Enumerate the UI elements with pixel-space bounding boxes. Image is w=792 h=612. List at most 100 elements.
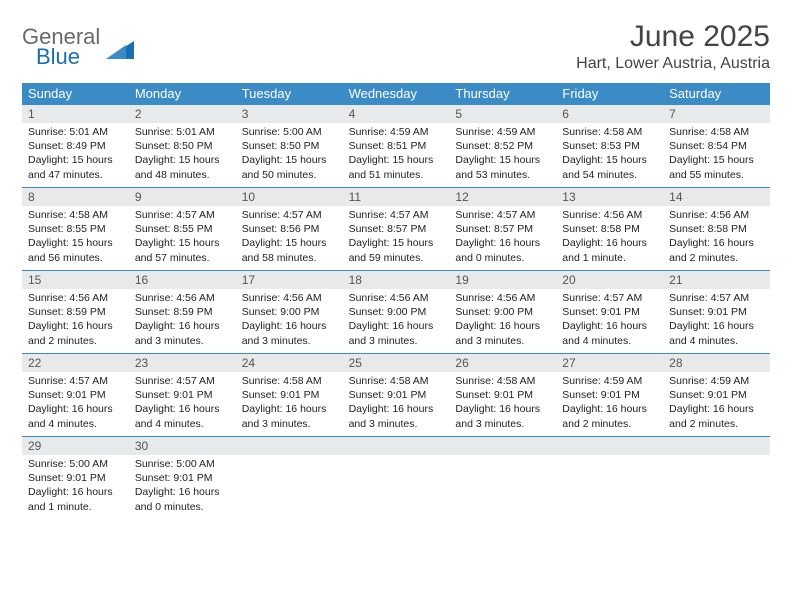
- empty-cell: [236, 437, 343, 519]
- day-body: Sunrise: 4:58 AMSunset: 8:53 PMDaylight:…: [556, 123, 663, 186]
- sunset-line: Sunset: 8:52 PM: [455, 139, 550, 153]
- day-body: Sunrise: 4:56 AMSunset: 8:58 PMDaylight:…: [663, 206, 770, 269]
- day-body: Sunrise: 4:58 AMSunset: 8:55 PMDaylight:…: [22, 206, 129, 269]
- sunrise-line: Sunrise: 4:56 AM: [242, 291, 337, 305]
- daylight-line: Daylight: 15 hours and 50 minutes.: [242, 153, 337, 181]
- sunrise-line: Sunrise: 4:58 AM: [562, 125, 657, 139]
- day-cell: 15Sunrise: 4:56 AMSunset: 8:59 PMDayligh…: [22, 271, 129, 353]
- brand-logo: General Blue: [22, 26, 134, 68]
- day-cell: 25Sunrise: 4:58 AMSunset: 9:01 PMDayligh…: [343, 354, 450, 436]
- sunset-line: Sunset: 9:00 PM: [242, 305, 337, 319]
- weekday-label: Saturday: [663, 83, 770, 105]
- sunset-line: Sunset: 8:55 PM: [135, 222, 230, 236]
- day-number: 27: [556, 354, 663, 372]
- sunset-line: Sunset: 8:50 PM: [242, 139, 337, 153]
- daylight-line: Daylight: 16 hours and 3 minutes.: [455, 319, 550, 347]
- day-cell: 18Sunrise: 4:56 AMSunset: 9:00 PMDayligh…: [343, 271, 450, 353]
- day-cell: 17Sunrise: 4:56 AMSunset: 9:00 PMDayligh…: [236, 271, 343, 353]
- day-number: 5: [449, 105, 556, 123]
- weekday-header-row: SundayMondayTuesdayWednesdayThursdayFrid…: [22, 83, 770, 105]
- day-cell: 7Sunrise: 4:58 AMSunset: 8:54 PMDaylight…: [663, 105, 770, 187]
- day-number: 9: [129, 188, 236, 206]
- weekday-label: Friday: [556, 83, 663, 105]
- sunrise-line: Sunrise: 4:57 AM: [349, 208, 444, 222]
- daylight-line: Daylight: 16 hours and 3 minutes.: [455, 402, 550, 430]
- sunset-line: Sunset: 8:51 PM: [349, 139, 444, 153]
- daylight-line: Daylight: 15 hours and 56 minutes.: [28, 236, 123, 264]
- sunrise-line: Sunrise: 5:01 AM: [28, 125, 123, 139]
- sunset-line: Sunset: 8:57 PM: [455, 222, 550, 236]
- day-body: Sunrise: 5:01 AMSunset: 8:50 PMDaylight:…: [129, 123, 236, 186]
- day-number: 14: [663, 188, 770, 206]
- day-cell: 27Sunrise: 4:59 AMSunset: 9:01 PMDayligh…: [556, 354, 663, 436]
- month-title: June 2025: [576, 20, 770, 53]
- daylight-line: Daylight: 16 hours and 1 minute.: [28, 485, 123, 513]
- day-cell: 16Sunrise: 4:56 AMSunset: 8:59 PMDayligh…: [129, 271, 236, 353]
- day-cell: 24Sunrise: 4:58 AMSunset: 9:01 PMDayligh…: [236, 354, 343, 436]
- sunset-line: Sunset: 9:01 PM: [135, 471, 230, 485]
- day-cell: 5Sunrise: 4:59 AMSunset: 8:52 PMDaylight…: [449, 105, 556, 187]
- day-body: Sunrise: 4:58 AMSunset: 9:01 PMDaylight:…: [343, 372, 450, 435]
- daylight-line: Daylight: 15 hours and 55 minutes.: [669, 153, 764, 181]
- daylight-line: Daylight: 16 hours and 1 minute.: [562, 236, 657, 264]
- daylight-line: Daylight: 16 hours and 4 minutes.: [28, 402, 123, 430]
- sunset-line: Sunset: 8:59 PM: [135, 305, 230, 319]
- sunrise-line: Sunrise: 5:00 AM: [28, 457, 123, 471]
- logo-word-blue: Blue: [36, 46, 100, 68]
- day-cell: 23Sunrise: 4:57 AMSunset: 9:01 PMDayligh…: [129, 354, 236, 436]
- sunrise-line: Sunrise: 4:58 AM: [28, 208, 123, 222]
- day-body: Sunrise: 5:00 AMSunset: 8:50 PMDaylight:…: [236, 123, 343, 186]
- sunset-line: Sunset: 9:01 PM: [28, 471, 123, 485]
- sunrise-line: Sunrise: 4:57 AM: [242, 208, 337, 222]
- daylight-line: Daylight: 15 hours and 59 minutes.: [349, 236, 444, 264]
- day-body: Sunrise: 4:57 AMSunset: 8:56 PMDaylight:…: [236, 206, 343, 269]
- daylight-line: Daylight: 16 hours and 3 minutes.: [135, 319, 230, 347]
- daylight-line: Daylight: 16 hours and 3 minutes.: [242, 319, 337, 347]
- sunset-line: Sunset: 9:00 PM: [349, 305, 444, 319]
- sunrise-line: Sunrise: 4:59 AM: [455, 125, 550, 139]
- day-cell: 1Sunrise: 5:01 AMSunset: 8:49 PMDaylight…: [22, 105, 129, 187]
- day-body: Sunrise: 4:56 AMSunset: 9:00 PMDaylight:…: [449, 289, 556, 352]
- sunset-line: Sunset: 8:53 PM: [562, 139, 657, 153]
- day-body: Sunrise: 4:58 AMSunset: 9:01 PMDaylight:…: [449, 372, 556, 435]
- empty-day-number: [343, 437, 450, 455]
- day-cell: 3Sunrise: 5:00 AMSunset: 8:50 PMDaylight…: [236, 105, 343, 187]
- day-cell: 28Sunrise: 4:59 AMSunset: 9:01 PMDayligh…: [663, 354, 770, 436]
- sunset-line: Sunset: 9:01 PM: [669, 305, 764, 319]
- sunset-line: Sunset: 8:59 PM: [28, 305, 123, 319]
- sunset-line: Sunset: 9:01 PM: [562, 388, 657, 402]
- sunrise-line: Sunrise: 4:59 AM: [669, 374, 764, 388]
- sunset-line: Sunset: 9:00 PM: [455, 305, 550, 319]
- day-body: Sunrise: 5:01 AMSunset: 8:49 PMDaylight:…: [22, 123, 129, 186]
- sunrise-line: Sunrise: 4:56 AM: [28, 291, 123, 305]
- sunrise-line: Sunrise: 4:59 AM: [349, 125, 444, 139]
- sunrise-line: Sunrise: 4:57 AM: [562, 291, 657, 305]
- sunset-line: Sunset: 8:55 PM: [28, 222, 123, 236]
- empty-cell: [663, 437, 770, 519]
- sunrise-line: Sunrise: 4:56 AM: [135, 291, 230, 305]
- day-body: Sunrise: 4:57 AMSunset: 9:01 PMDaylight:…: [663, 289, 770, 352]
- daylight-line: Daylight: 16 hours and 0 minutes.: [135, 485, 230, 513]
- day-cell: 2Sunrise: 5:01 AMSunset: 8:50 PMDaylight…: [129, 105, 236, 187]
- empty-day-number: [236, 437, 343, 455]
- day-number: 22: [22, 354, 129, 372]
- day-body: Sunrise: 4:58 AMSunset: 9:01 PMDaylight:…: [236, 372, 343, 435]
- empty-cell: [449, 437, 556, 519]
- day-cell: 11Sunrise: 4:57 AMSunset: 8:57 PMDayligh…: [343, 188, 450, 270]
- day-number: 20: [556, 271, 663, 289]
- day-cell: 4Sunrise: 4:59 AMSunset: 8:51 PMDaylight…: [343, 105, 450, 187]
- logo-text-block: General Blue: [22, 26, 100, 68]
- day-cell: 29Sunrise: 5:00 AMSunset: 9:01 PMDayligh…: [22, 437, 129, 519]
- week-row: 15Sunrise: 4:56 AMSunset: 8:59 PMDayligh…: [22, 271, 770, 354]
- day-number: 18: [343, 271, 450, 289]
- day-number: 23: [129, 354, 236, 372]
- sunset-line: Sunset: 9:01 PM: [349, 388, 444, 402]
- day-body: Sunrise: 4:57 AMSunset: 9:01 PMDaylight:…: [556, 289, 663, 352]
- day-body: Sunrise: 4:56 AMSunset: 9:00 PMDaylight:…: [236, 289, 343, 352]
- day-body: Sunrise: 4:59 AMSunset: 9:01 PMDaylight:…: [663, 372, 770, 435]
- day-body: Sunrise: 4:57 AMSunset: 8:57 PMDaylight:…: [449, 206, 556, 269]
- sunset-line: Sunset: 8:50 PM: [135, 139, 230, 153]
- sunrise-line: Sunrise: 5:00 AM: [135, 457, 230, 471]
- day-cell: 13Sunrise: 4:56 AMSunset: 8:58 PMDayligh…: [556, 188, 663, 270]
- sunrise-line: Sunrise: 4:56 AM: [455, 291, 550, 305]
